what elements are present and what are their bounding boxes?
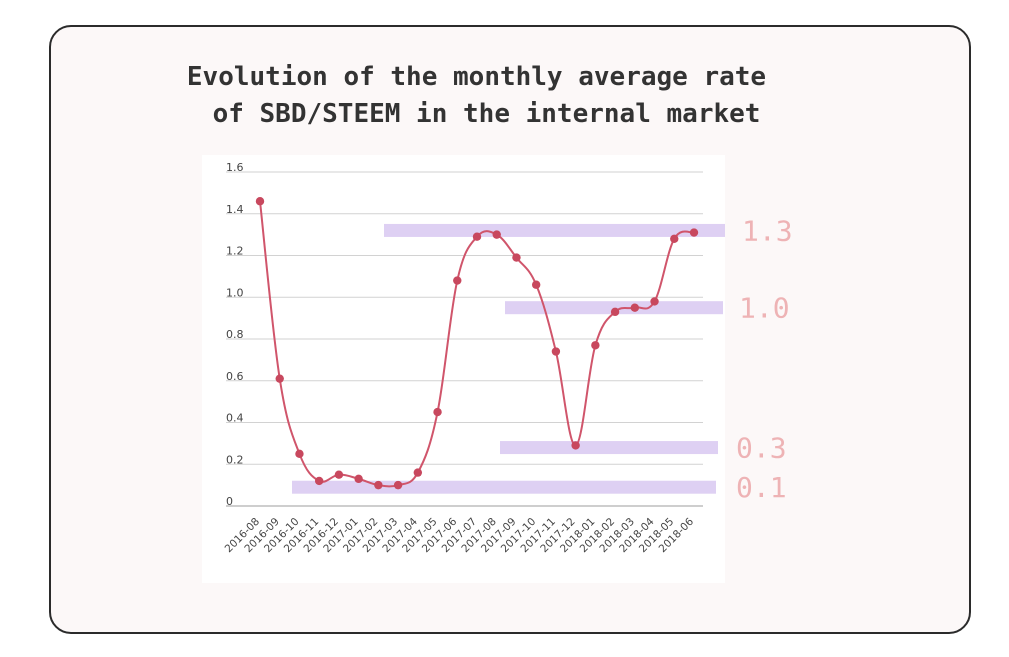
data-point [374, 480, 383, 490]
band-labels: 1.3 1.0 0.3 0.1 [736, 214, 793, 504]
y-tick-label: 0.4 [226, 412, 244, 425]
highlight-band [500, 441, 718, 455]
y-tick-label: 0 [226, 495, 233, 508]
data-point [512, 253, 521, 262]
chart-title-line-2: of SBD/STEEM in the internal market [212, 99, 761, 129]
y-tick-label: 0.2 [226, 453, 244, 466]
grid-layer [226, 171, 703, 507]
band-label: 1.0 [739, 292, 790, 325]
data-point [610, 307, 620, 317]
data-point [630, 303, 640, 312]
highlight-band [292, 480, 716, 494]
band-label: 1.3 [742, 214, 793, 247]
data-point [492, 230, 501, 239]
data-point [314, 476, 324, 486]
data-point [453, 276, 462, 285]
data-point [551, 347, 561, 356]
data-point [670, 234, 679, 243]
highlight-band [384, 223, 725, 237]
data-point [571, 441, 580, 450]
y-tick-label: 1.0 [226, 286, 244, 299]
y-tick-label: 1.6 [226, 161, 244, 174]
y-tick-labels: 0 0.2 0.4 0.6 0.8 1.0 1.2 1.4 1.6 [226, 161, 244, 508]
chart-title-line-1: Evolution of the monthly average rate [186, 62, 767, 92]
data-point [354, 474, 363, 484]
data-point [275, 374, 284, 383]
band-label: 0.3 [736, 432, 787, 465]
data-point [650, 297, 659, 306]
y-tick-label: 0.8 [226, 328, 244, 341]
point-layer [255, 197, 699, 490]
data-point [413, 468, 423, 477]
data-point [393, 480, 403, 490]
y-tick-label: 1.4 [226, 203, 244, 216]
data-point [591, 341, 600, 350]
data-point [334, 470, 344, 479]
data-point [433, 407, 442, 417]
x-tick-labels: 2016-082016-092016-102016-112016-122017-… [223, 515, 697, 555]
data-point [255, 197, 265, 206]
y-tick-label: 1.2 [226, 245, 244, 258]
highlight-band [505, 301, 723, 315]
data-point [295, 449, 304, 459]
data-point [531, 280, 541, 289]
band-layer [292, 223, 725, 494]
band-label: 0.1 [736, 471, 787, 504]
data-point [689, 228, 699, 237]
y-tick-label: 0.6 [226, 370, 244, 383]
data-point [472, 232, 482, 241]
